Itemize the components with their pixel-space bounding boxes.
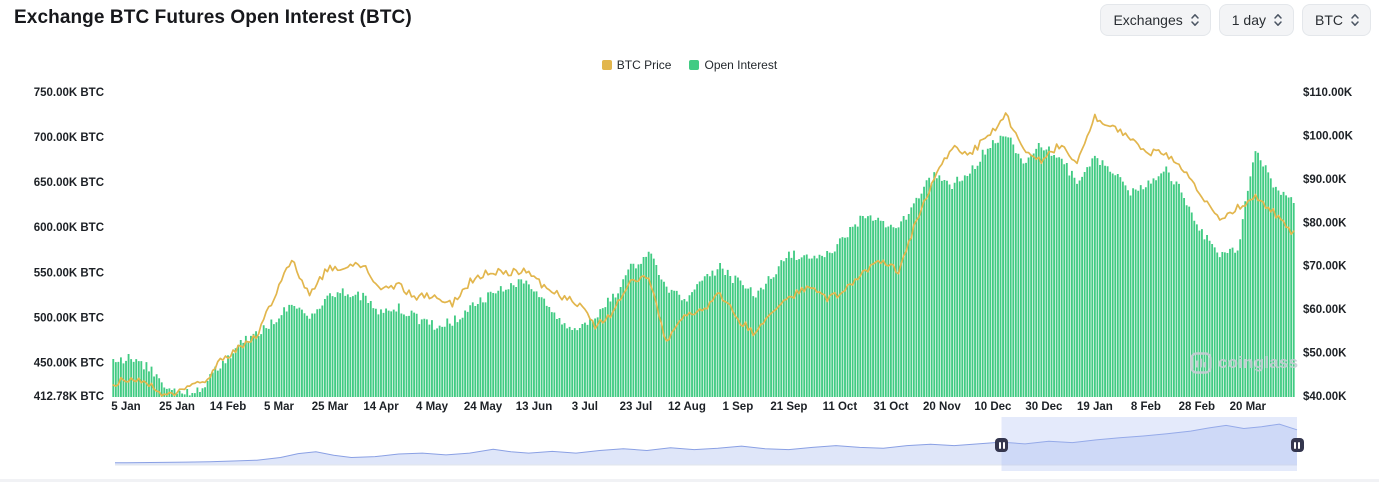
exchanges-dropdown[interactable]: Exchanges [1100,4,1211,36]
navigator-selection[interactable] [1001,417,1298,471]
exchanges-dropdown-label: Exchanges [1113,12,1183,28]
x-axis-label: 23 Jul [620,401,653,413]
right-axis-label: $100.00K [1303,130,1354,142]
x-axis-label: 5 Jan [111,401,140,413]
chart-legend: BTC Price Open Interest [0,58,1379,72]
x-axis-label: 31 Oct [873,401,908,413]
x-axis-label: 10 Dec [974,401,1012,413]
navigator-area [115,424,1297,465]
right-axis-label: $60.00K [1303,304,1347,316]
range-navigator-svg[interactable] [0,415,1379,477]
x-axis-label: 28 Feb [1179,401,1215,413]
left-axis-label: 700.00K BTC [34,132,104,144]
currency-dropdown-label: BTC [1315,12,1343,28]
x-axis-label: 20 Mar [1230,401,1267,413]
x-axis-label: 13 Jun [516,401,552,413]
navigator-left-handle[interactable] [995,438,1008,452]
navigator-right-handle[interactable] [1290,438,1304,452]
main-chart-svg[interactable]: 750.00K BTC 700.00K BTC 650.00K BTC 600.00K… [0,78,1379,415]
left-axis-label: 750.00K BTC [34,87,104,99]
right-axis-label: $110.00K [1303,87,1353,99]
left-axis-label: 550.00K BTC [34,267,104,279]
x-axis-label: 24 May [464,401,503,413]
x-axis-label: 21 Sep [770,401,807,413]
x-axis-label: 11 Oct [823,401,858,413]
legend-item-btc-price[interactable]: BTC Price [601,58,672,72]
legend-item-open-interest[interactable]: Open Interest [689,58,777,72]
navigator-line [114,423,1298,464]
left-axis-label: 412.78K BTC [34,391,104,403]
x-axis-label: 25 Mar [312,401,349,413]
open-interest-legend-label: Open Interest [704,58,778,72]
x-axis-label: 14 Feb [210,401,246,413]
x-axis-label: 12 Aug [668,401,706,413]
interval-dropdown-label: 1 day [1231,12,1266,28]
x-axis-label: 4 May [416,401,449,413]
btc-price-swatch [601,60,612,70]
btc-price-line[interactable] [112,112,1295,397]
x-axis-label: 20 Nov [923,401,961,413]
chevron-updown-icon [1191,14,1199,26]
x-axis-label: 3 Jul [572,401,598,413]
open-interest-swatch [689,60,700,70]
right-axis-label: $90.00K [1303,174,1347,186]
chevron-updown-icon [1351,14,1359,26]
btc-price-legend-label: BTC Price [616,58,672,72]
right-axis-label: $80.00K [1303,217,1347,229]
left-axis-label: 650.00K BTC [34,177,104,189]
open-interest-bars[interactable] [112,135,1295,397]
page-title: Exchange BTC Futures Open Interest (BTC) [14,7,412,28]
right-axis-label: $50.00K [1303,348,1347,360]
x-axis-label: 14 Apr [363,401,399,413]
header-controls: Exchanges 1 day BTC [1100,4,1371,36]
interval-dropdown[interactable]: 1 day [1218,4,1294,36]
range-navigator[interactable] [0,415,1379,479]
x-axis-label: 1 Sep [723,401,754,413]
left-axis-label: 600.00K BTC [34,222,104,234]
x-axis-label: 5 Mar [264,401,295,413]
right-axis-label: $70.00K [1303,261,1347,273]
bottom-scrollbar-track[interactable] [0,479,1379,482]
left-axis-label: 450.00K BTC [34,357,104,369]
x-axis-label: 8 Feb [1131,401,1161,413]
right-axis-label: $40.00K [1303,391,1347,403]
x-axis-label: 30 Dec [1025,401,1063,413]
x-axis-label: 25 Jan [159,401,195,413]
left-axis-label: 500.00K BTC [34,312,104,324]
chevron-updown-icon [1274,14,1282,26]
main-chart[interactable]: 750.00K BTC 700.00K BTC 650.00K BTC 600.00K… [0,78,1379,415]
x-axis-label: 19 Jan [1077,401,1113,413]
currency-dropdown[interactable]: BTC [1302,4,1371,36]
